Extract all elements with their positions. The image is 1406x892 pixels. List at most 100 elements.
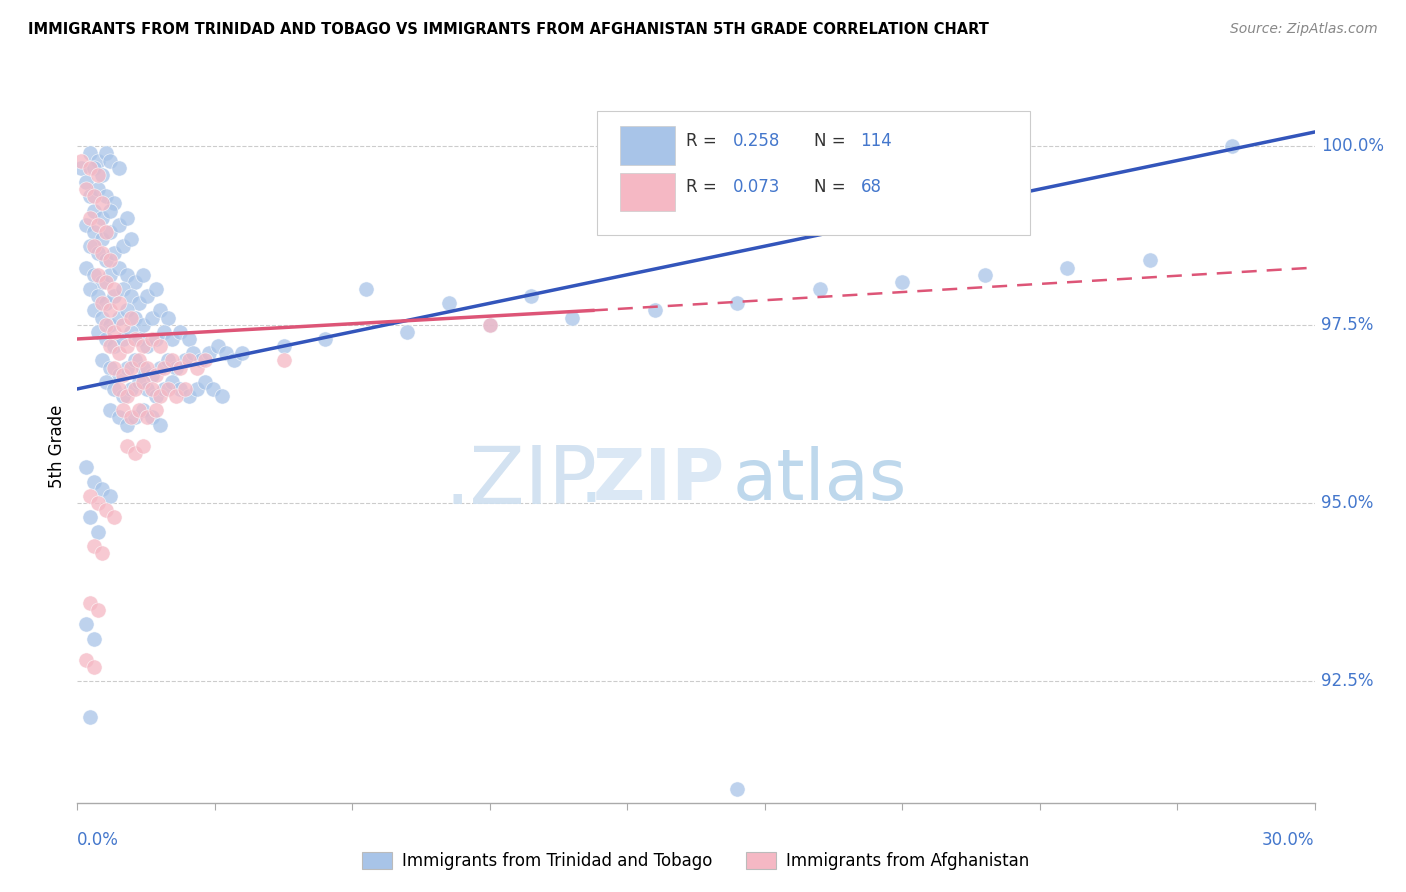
Point (87, 603, 110, 617)
Point (124, 382, 146, 396)
Text: 114: 114 (860, 132, 893, 150)
Point (107, 310, 129, 325)
Point (520, 289, 543, 303)
Point (153, 325, 176, 339)
Point (107, 382, 129, 396)
Text: 0.258: 0.258 (733, 132, 780, 150)
Point (87, 496, 110, 510)
Point (177, 389, 200, 403)
Point (111, 282, 134, 296)
Point (124, 275, 146, 289)
Point (437, 296, 460, 310)
Point (128, 296, 150, 310)
Text: Source: ZipAtlas.com: Source: ZipAtlas.com (1230, 22, 1378, 37)
Point (98, 303, 121, 318)
Point (83, 632, 105, 646)
Point (120, 410, 142, 425)
Text: ZIP: ZIP (593, 446, 725, 515)
Point (396, 325, 419, 339)
Point (87, 524, 110, 539)
Point (120, 310, 142, 325)
Point (83, 225, 105, 239)
Point (120, 289, 142, 303)
Point (83, 189, 105, 203)
Point (186, 360, 208, 375)
Point (107, 410, 129, 425)
Point (115, 339, 138, 353)
Point (177, 332, 200, 346)
Point (91, 310, 114, 325)
Point (202, 382, 225, 396)
Point (96, 296, 118, 310)
Text: .ZIP: .ZIP (444, 442, 598, 521)
Point (103, 360, 125, 375)
FancyBboxPatch shape (620, 173, 675, 211)
Point (1220, 139, 1243, 153)
Point (194, 375, 217, 389)
Point (79, 239, 101, 253)
Point (83, 239, 105, 253)
Point (153, 382, 176, 396)
FancyBboxPatch shape (620, 127, 675, 165)
Point (128, 403, 150, 417)
Point (96, 146, 118, 161)
Point (75, 460, 97, 475)
Point (103, 196, 125, 211)
Point (124, 446, 146, 460)
Point (79, 189, 101, 203)
Text: 0.0%: 0.0% (77, 831, 120, 849)
Point (231, 346, 253, 360)
Point (111, 368, 134, 382)
Point (98, 339, 121, 353)
Point (644, 303, 666, 318)
Point (107, 161, 129, 175)
Text: .ZIP: .ZIP (444, 442, 598, 521)
Point (145, 282, 167, 296)
Point (136, 410, 159, 425)
Point (136, 289, 159, 303)
Point (79, 146, 101, 161)
Point (111, 332, 134, 346)
Point (198, 346, 221, 360)
Point (107, 260, 129, 275)
Point (169, 382, 191, 396)
Point (91, 275, 114, 289)
Point (124, 353, 146, 368)
Point (211, 389, 233, 403)
Point (132, 339, 155, 353)
Point (132, 360, 155, 375)
Text: N =: N = (814, 132, 851, 150)
Point (132, 403, 155, 417)
Text: N =: N = (814, 178, 851, 196)
Point (128, 353, 150, 368)
Point (115, 417, 138, 432)
Point (478, 318, 501, 332)
Point (222, 353, 245, 368)
Point (160, 353, 183, 368)
Point (79, 510, 101, 524)
Point (115, 360, 138, 375)
Point (136, 339, 159, 353)
Point (169, 360, 191, 375)
Point (115, 389, 138, 403)
Point (83, 268, 105, 282)
Text: 68: 68 (860, 178, 882, 196)
Point (149, 303, 172, 318)
Point (96, 375, 118, 389)
Point (136, 382, 159, 396)
Point (354, 282, 377, 296)
Text: atlas: atlas (733, 446, 907, 515)
Point (141, 410, 163, 425)
Point (96, 275, 118, 289)
Point (91, 246, 114, 260)
Point (79, 161, 101, 175)
Point (157, 382, 180, 396)
Point (91, 296, 114, 310)
Point (120, 232, 142, 246)
Point (207, 339, 229, 353)
Point (160, 375, 183, 389)
Point (91, 546, 114, 560)
Point (96, 332, 118, 346)
Point (808, 282, 831, 296)
Point (1056, 260, 1078, 275)
